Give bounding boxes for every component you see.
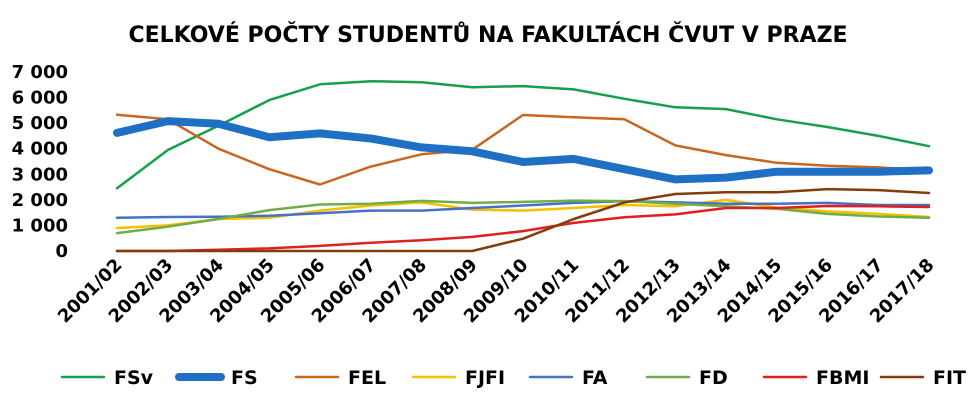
y-tick-label: 3 000 [12,164,68,185]
series-line-fbmi [115,204,931,253]
legend-label-fsv: FSv [114,367,154,389]
y-tick-label: 1 000 [12,215,68,236]
legend-label-fs: FS [231,367,258,389]
legend-label-fbmi: FBMI [816,367,869,389]
legend-label-fa: FA [582,367,608,389]
series-line-fa [115,199,931,220]
legend-label-fd: FD [699,367,728,389]
y-tick-label: 5 000 [12,113,68,134]
x-axis: 2001/022002/032003/042004/052005/062006/… [54,255,939,328]
y-tick-label: 6 000 [12,88,68,109]
y-tick-label: 2 000 [12,190,68,211]
series-line-fjfi [115,198,931,230]
y-tick-label: 7 000 [12,62,68,83]
series-line-fs [113,117,933,184]
legend-label-fjfi: FJFI [465,367,505,389]
series-layer [113,79,933,253]
legend-label-fel: FEL [348,367,386,389]
series-line-fsv [115,79,931,190]
series-line-fit [115,187,931,253]
y-tick-label: 0 [55,241,68,262]
y-tick-label: 4 000 [12,139,68,160]
series-line-fd [115,199,931,235]
y-axis: 0 1 000 2 000 3 000 4 000 5 000 6 000 7 000 [12,62,68,262]
chart-title: CELKOVÉ POČTY STUDENTŮ NA FAKULTÁCH ČVUT… [128,22,847,48]
legend-label-fit: FIT [933,367,966,389]
series-line-fel [115,113,931,186]
legend: FSv FS FEL FJFI FA FD FBMI FIT [60,367,966,389]
